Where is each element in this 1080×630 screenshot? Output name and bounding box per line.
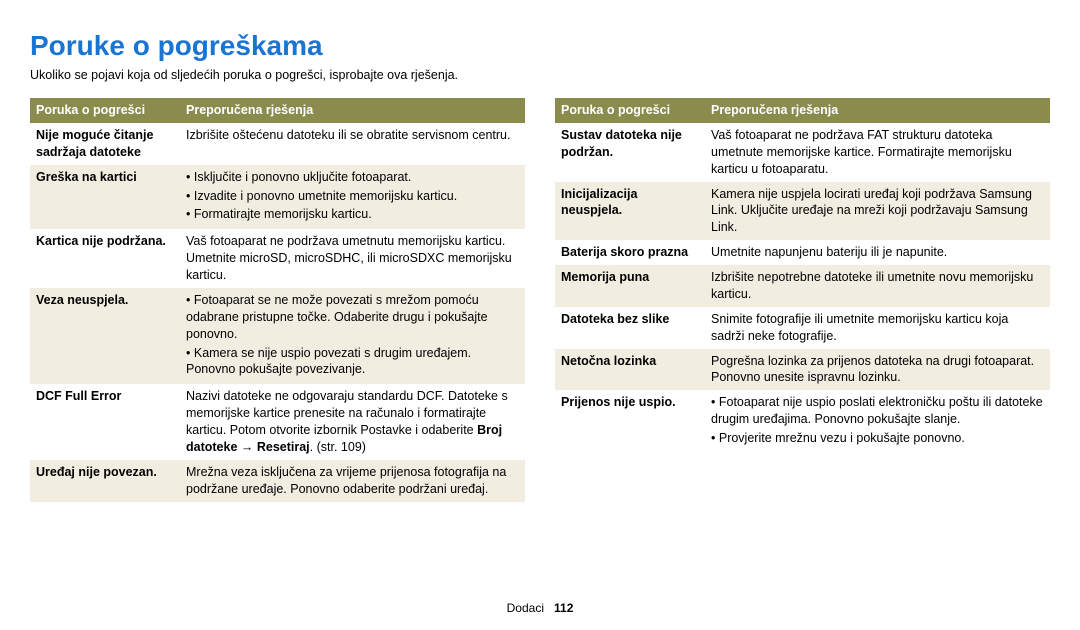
table-header-row: Poruka o pogrešci Preporučena rješenja [30, 98, 525, 123]
table-row: Inicijalizacija neuspjela.Kamera nije us… [555, 182, 1050, 241]
solution-item: Kamera se nije uspio povezati s drugim u… [186, 345, 519, 379]
solution-list: Fotoaparat se ne može povezati s mrežom … [186, 292, 519, 378]
footer-page: 112 [554, 601, 573, 615]
table-row: Netočna lozinkaPogrešna lozinka za prije… [555, 349, 1050, 391]
error-table-right: Poruka o pogrešci Preporučena rješenja S… [555, 98, 1050, 453]
table-row: Greška na kartici Isključite i ponovno uk… [30, 165, 525, 230]
solution-cell: Kamera nije uspjela locirati uređaj koji… [705, 182, 1050, 241]
error-label: DCF Full Error [30, 384, 180, 460]
error-label: Netočna lozinka [555, 349, 705, 391]
solution-cell: Izbrišite nepotrebne datoteke ili umetni… [705, 265, 1050, 307]
intro-text: Ukoliko se pojavi koja od sljedećih poru… [30, 68, 1050, 82]
solution-cell: Fotoaparat se ne može povezati s mrežom … [180, 288, 525, 384]
error-label: Inicijalizacija neuspjela. [555, 182, 705, 241]
solution-text: . (str. 109) [310, 440, 366, 454]
error-label: Memorija puna [555, 265, 705, 307]
error-header: Poruka o pogrešci [30, 98, 180, 123]
error-label: Sustav datoteka nije podržan. [555, 123, 705, 182]
table-row: Uređaj nije povezan.Mrežna veza isključe… [30, 460, 525, 502]
solution-item: Fotoaparat nije uspio poslati elektronič… [711, 394, 1044, 428]
table-row: Sustav datoteka nije podržan.Vaš fotoapa… [555, 123, 1050, 182]
solution-cell: Mrežna veza isključena za vrijeme prijen… [180, 460, 525, 502]
solution-cell: Vaš fotoaparat ne podržava umetnutu memo… [180, 229, 525, 288]
error-header: Poruka o pogrešci [555, 98, 705, 123]
solution-cell: Snimite fotografije ili umetnite memorij… [705, 307, 1050, 349]
table-row: Memorija punaIzbrišite nepotrebne datote… [555, 265, 1050, 307]
error-label: Datoteka bez slike [555, 307, 705, 349]
table-row: Prijenos nije uspio.Fotoaparat nije uspi… [555, 390, 1050, 453]
error-label: Uređaj nije povezan. [30, 460, 180, 502]
solution-item: Izvadite i ponovno umetnite memorijsku k… [186, 188, 519, 205]
solution-cell: Isključite i ponovno uključite fotoapara… [180, 165, 525, 230]
error-label: Baterija skoro prazna [555, 240, 705, 265]
solution-cell: Izbrišite oštećenu datoteku ili se obrat… [180, 123, 525, 165]
solution-item: Provjerite mrežnu vezu i pokušajte ponov… [711, 430, 1044, 447]
table-row: Nije moguće čitanje sadržaja datotekeIzb… [30, 123, 525, 165]
solution-cell: Fotoaparat nije uspio poslati elektronič… [705, 390, 1050, 453]
error-label: Veza neuspjela. [30, 288, 180, 384]
table-row: DCF Full ErrorNazivi datoteke ne odgovar… [30, 384, 525, 460]
table-row: Kartica nije podržana.Vaš fotoaparat ne … [30, 229, 525, 288]
solution-item: Formatirajte memorijsku karticu. [186, 206, 519, 223]
footer-label: Dodaci [507, 601, 544, 615]
solution-list: Isključite i ponovno uključite fotoapara… [186, 169, 519, 224]
solution-header: Preporučena rješenja [180, 98, 525, 123]
content-columns: Poruka o pogrešci Preporučena rješenja N… [30, 98, 1050, 502]
table-header-row: Poruka o pogrešci Preporučena rješenja [555, 98, 1050, 123]
table-row: Datoteka bez slikeSnimite fotografije il… [555, 307, 1050, 349]
error-label: Kartica nije podržana. [30, 229, 180, 288]
solution-item: Fotoaparat se ne može povezati s mrežom … [186, 292, 519, 343]
page-title: Poruke o pogreškama [30, 30, 1050, 62]
solution-item: Isključite i ponovno uključite fotoapara… [186, 169, 519, 186]
right-column: Poruka o pogrešci Preporučena rješenja S… [555, 98, 1050, 502]
table-row: Baterija skoro praznaUmetnite napunjenu … [555, 240, 1050, 265]
error-table-left: Poruka o pogrešci Preporučena rješenja N… [30, 98, 525, 502]
error-label: Greška na kartici [30, 165, 180, 230]
solution-cell: Vaš fotoaparat ne podržava FAT strukturu… [705, 123, 1050, 182]
page-footer: Dodaci 112 [0, 601, 1080, 615]
table-row: Veza neuspjela.Fotoaparat se ne može pov… [30, 288, 525, 384]
solution-text: Nazivi datoteke ne odgovaraju standardu … [186, 389, 508, 437]
error-label: Nije moguće čitanje sadržaja datoteke [30, 123, 180, 165]
solution-header: Preporučena rješenja [705, 98, 1050, 123]
solution-list: Fotoaparat nije uspio poslati elektronič… [711, 394, 1044, 447]
left-column: Poruka o pogrešci Preporučena rješenja N… [30, 98, 525, 502]
solution-cell: Umetnite napunjenu bateriju ili je napun… [705, 240, 1050, 265]
solution-cell: Nazivi datoteke ne odgovaraju standardu … [180, 384, 525, 460]
solution-cell: Pogrešna lozinka za prijenos datoteka na… [705, 349, 1050, 391]
error-label: Prijenos nije uspio. [555, 390, 705, 453]
